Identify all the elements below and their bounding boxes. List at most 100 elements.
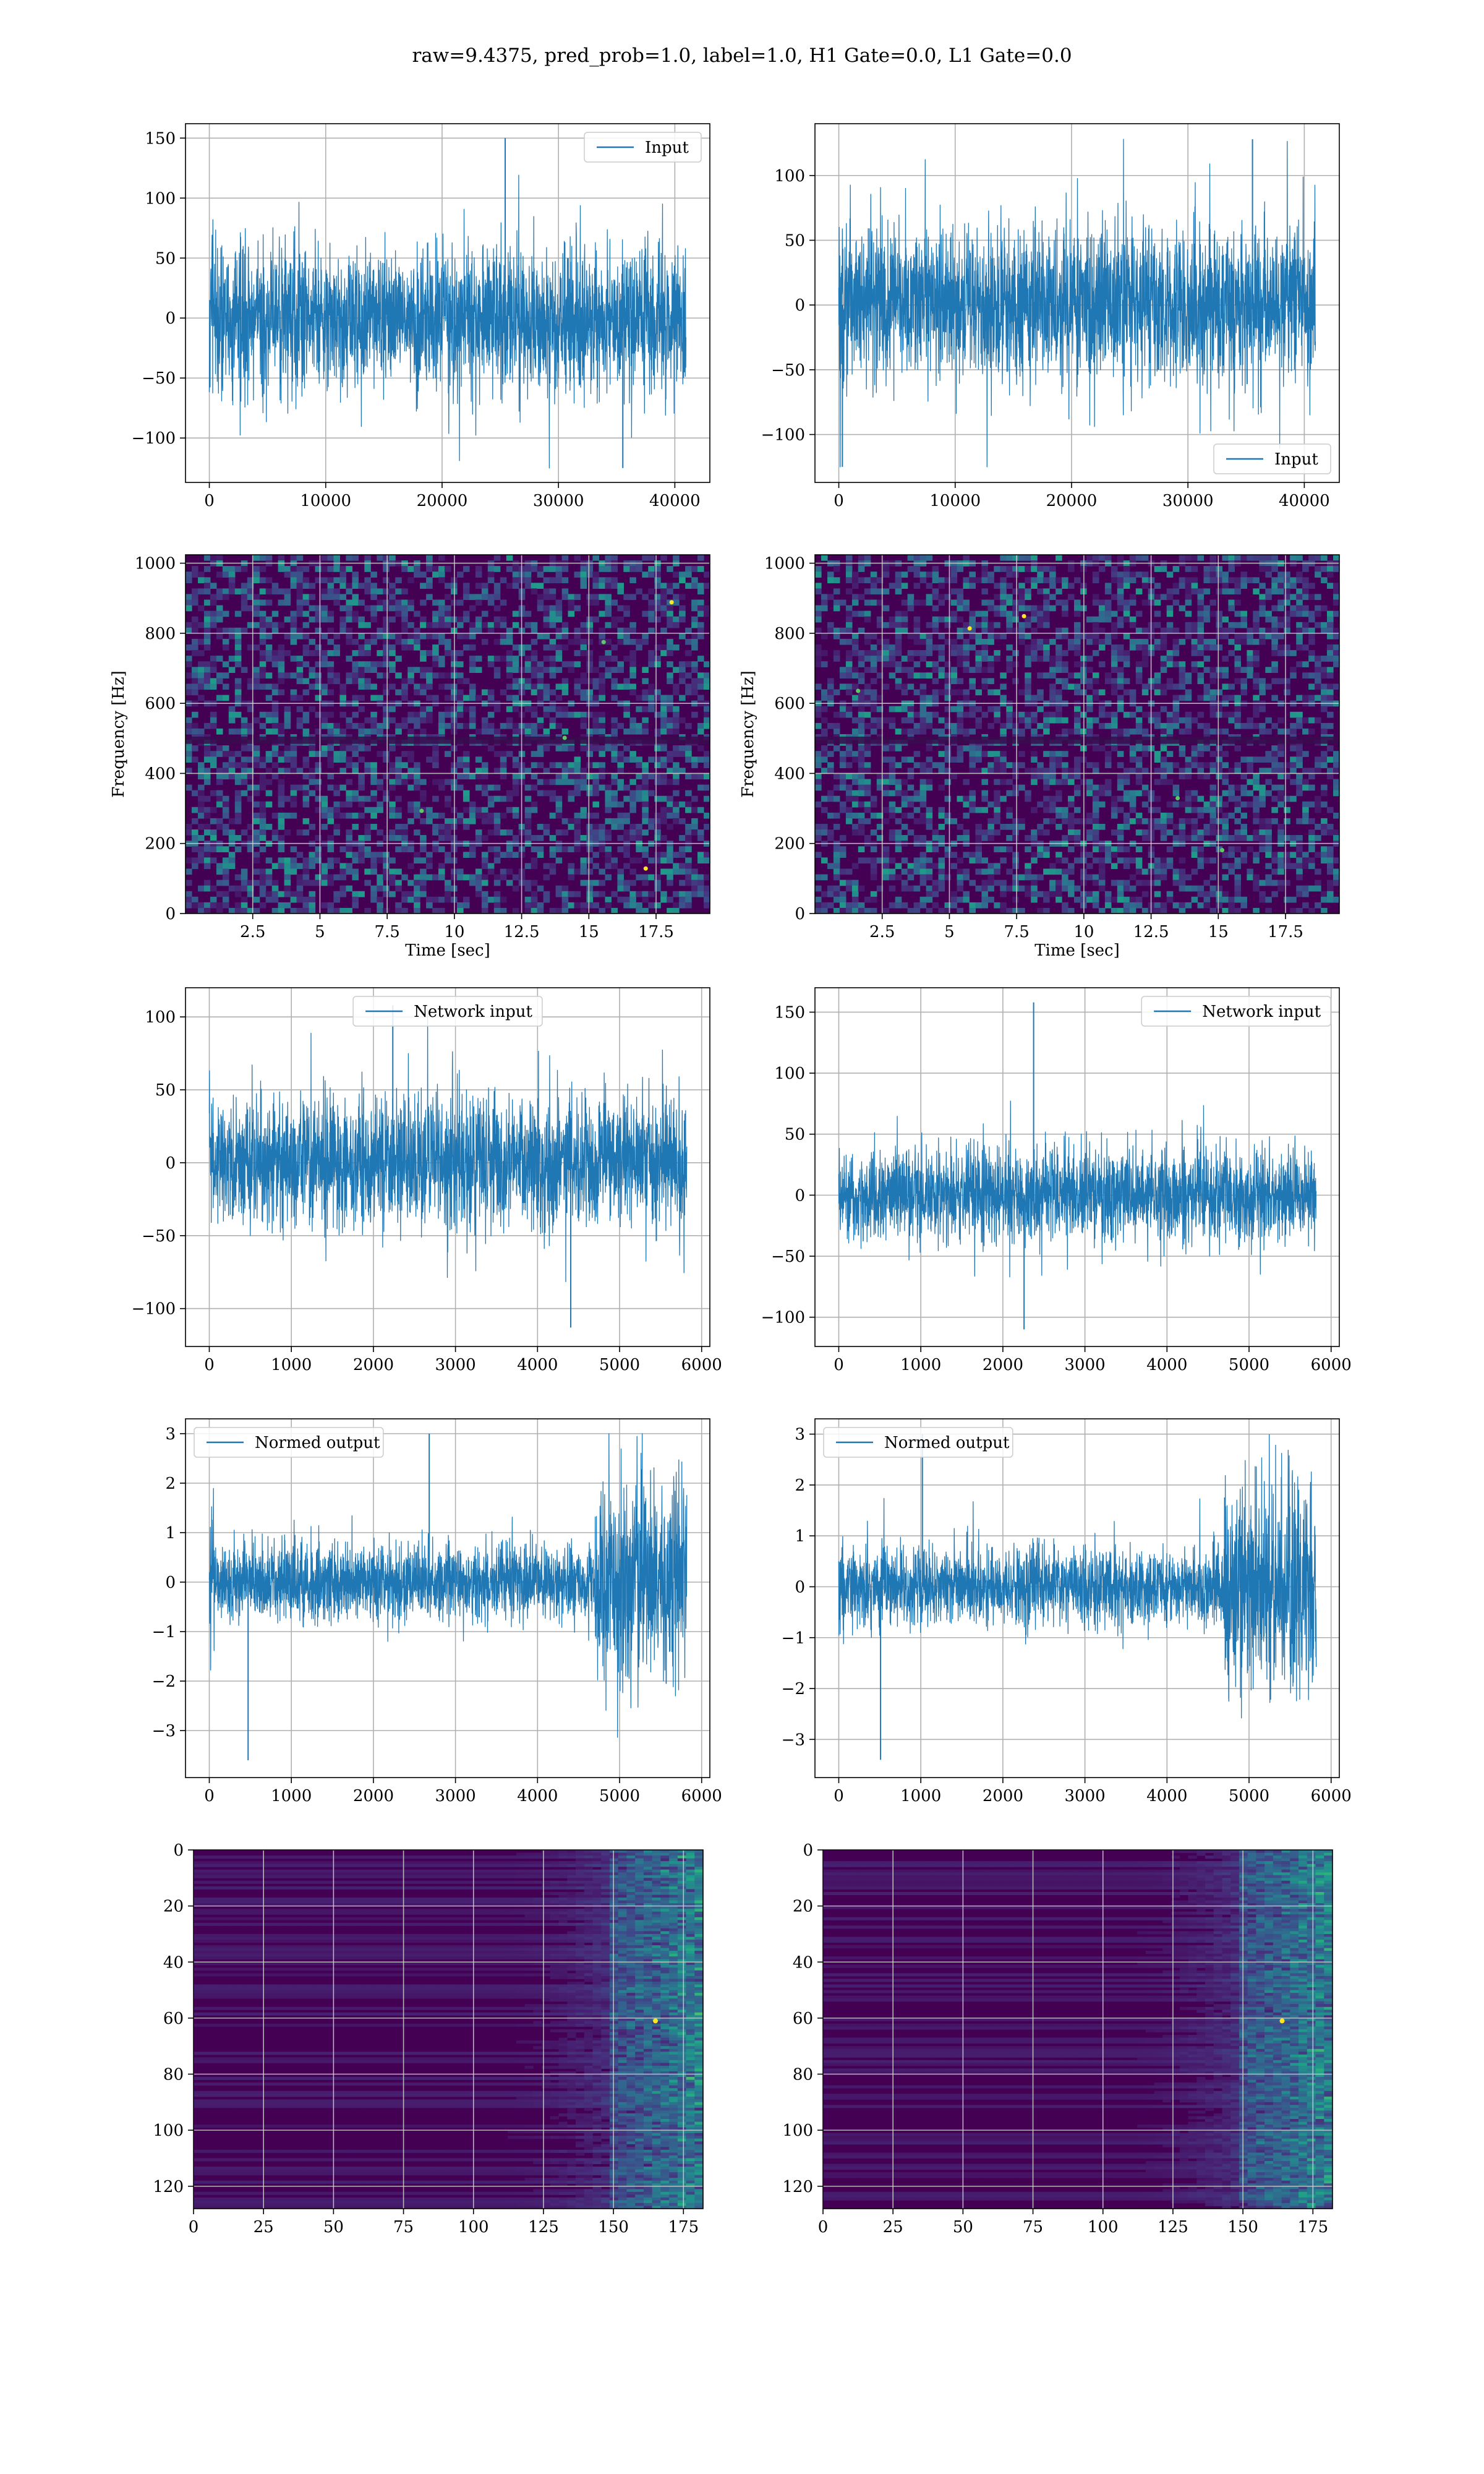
heatmap-cell [222, 863, 229, 870]
heatmap-cell [253, 717, 260, 724]
heatmap-cell [1197, 829, 1205, 836]
heatmap-cell [1062, 627, 1068, 634]
heatmap-cell [574, 571, 581, 578]
heatmap-cell [198, 790, 205, 797]
heatmap-cell [963, 874, 970, 881]
heatmap-cell [592, 667, 599, 673]
heatmap-cell [858, 689, 865, 696]
heatmap-cell [821, 874, 828, 881]
heatmap-cell [963, 745, 970, 751]
heatmap-cell [1172, 638, 1180, 645]
heatmap-cell [586, 711, 594, 718]
heatmap-cell [481, 610, 488, 617]
heatmap-cell [642, 784, 649, 791]
heatmap-cell [673, 644, 680, 651]
heatmap-cell [1191, 790, 1198, 797]
heatmap-cell [1197, 773, 1205, 780]
heatmap-cell [944, 638, 952, 645]
heatmap-cell [1179, 868, 1186, 875]
heatmap-cell [203, 863, 211, 870]
heatmap-cell [222, 745, 229, 751]
heatmap-cell [704, 605, 710, 612]
heatmap-cell [950, 599, 958, 606]
heatmap-cell [1197, 835, 1205, 841]
heatmap-cell [907, 650, 915, 656]
heatmap-cell [1012, 896, 1019, 903]
heatmap-cell [858, 885, 865, 892]
heatmap-cell [438, 874, 445, 881]
heatmap-cell [1092, 874, 1099, 881]
heatmap-cell [531, 751, 538, 757]
heatmap-cell [500, 874, 507, 881]
heatmap-cell [1141, 880, 1149, 886]
heatmap-cell [691, 678, 698, 685]
heatmap-cell [561, 907, 569, 914]
heatmap-cell [549, 907, 556, 914]
heatmap-cell [561, 633, 569, 640]
heatmap-cell [913, 868, 921, 875]
heatmap-cell [827, 885, 834, 892]
heatmap-cell [426, 874, 433, 881]
heatmap-cell [377, 588, 383, 595]
heatmap-cell [981, 566, 988, 572]
heatmap-cell [1123, 790, 1130, 797]
heatmap-cell [673, 868, 680, 875]
heatmap-cell [555, 711, 563, 718]
heatmap-cell [253, 812, 260, 819]
heatmap-cell [537, 661, 544, 667]
heatmap-cell [383, 795, 390, 802]
heatmap-cell [352, 667, 359, 673]
heatmap-cell [370, 868, 377, 875]
heatmap-cell [827, 678, 834, 685]
heatmap-cell [667, 678, 673, 685]
heatmap-cell [493, 891, 501, 897]
heatmap-cell [383, 907, 390, 914]
heatmap-cell [506, 638, 513, 645]
heatmap-cell [346, 846, 352, 852]
heatmap-cell [315, 644, 322, 651]
heatmap-cell [697, 610, 704, 617]
heatmap-cell [1172, 824, 1180, 830]
heatmap-cell [265, 622, 273, 628]
heatmap-cell [938, 616, 945, 623]
heatmap-cell [870, 695, 877, 701]
heatmap-cell [327, 667, 335, 673]
heatmap-cell [537, 683, 544, 690]
heatmap-cell [586, 880, 594, 886]
heatmap-cell [642, 706, 649, 713]
heatmap-cell [827, 790, 834, 797]
heatmap-cell [210, 616, 217, 623]
heatmap-cell [586, 638, 594, 645]
heatmap-cell [821, 829, 828, 836]
heatmap-cell [895, 588, 902, 595]
heatmap-cell [679, 633, 686, 640]
heatmap-cell [1111, 667, 1118, 673]
heatmap-cell [919, 784, 927, 791]
heatmap-cell [833, 846, 840, 852]
heatmap-cell [420, 835, 427, 841]
heatmap-cell [882, 852, 890, 858]
heatmap-cell [222, 661, 229, 667]
heatmap-cell [592, 773, 599, 780]
heatmap-cell [1098, 610, 1106, 617]
heatmap-cell [1006, 627, 1013, 634]
heatmap-cell [605, 667, 612, 673]
heatmap-cell [864, 689, 871, 696]
heatmap-cell [926, 622, 933, 628]
heatmap-cell [253, 907, 260, 914]
heatmap-cell [549, 868, 556, 875]
heatmap-cell [821, 633, 828, 640]
heatmap-cell [642, 896, 649, 903]
heatmap-cell [186, 756, 192, 763]
heatmap-cell [346, 795, 352, 802]
heatmap-cell [1154, 795, 1161, 802]
heatmap-cell [228, 706, 236, 713]
heatmap-cell [1074, 896, 1081, 903]
heatmap-cell [957, 689, 964, 696]
heatmap-cell [259, 627, 267, 634]
heatmap-cell [1209, 829, 1217, 836]
heatmap-cell [586, 650, 594, 656]
heatmap-cell [1160, 661, 1167, 667]
heatmap-cell [537, 717, 544, 724]
heatmap-cell [1222, 695, 1229, 701]
